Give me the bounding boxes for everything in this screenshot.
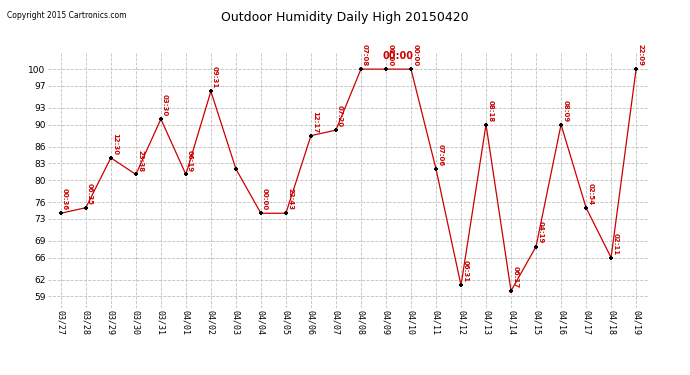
Text: 22:09: 22:09 [638,44,643,66]
Point [580,205,591,211]
Point [355,66,366,72]
Point [255,210,266,216]
Point [55,210,66,216]
Text: 23:38: 23:38 [137,150,143,172]
Point [531,243,542,249]
Text: 02:11: 02:11 [612,233,618,255]
Text: 07:08: 07:08 [362,44,368,66]
Text: 06:31: 06:31 [462,260,469,282]
Point [406,66,417,72]
Text: 08:09: 08:09 [562,99,569,122]
Text: Outdoor Humidity Daily High 20150420: Outdoor Humidity Daily High 20150420 [221,11,469,24]
Text: 00:00: 00:00 [412,44,418,66]
Text: Humidity  (%): Humidity (%) [589,24,653,33]
Point [331,127,342,133]
Point [155,116,166,122]
Text: 06:17: 06:17 [512,266,518,288]
Text: 08:18: 08:18 [487,99,493,122]
Text: Copyright 2015 Cartronics.com: Copyright 2015 Cartronics.com [7,11,126,20]
Text: 02:54: 02:54 [587,183,593,205]
Point [80,205,91,211]
Point [206,88,217,94]
Text: 03:30: 03:30 [162,94,168,116]
Point [631,66,642,72]
Point [230,166,241,172]
Text: 00:36: 00:36 [62,188,68,210]
Point [106,155,117,161]
Point [130,171,141,177]
Point [180,171,191,177]
Text: 22:43: 22:43 [287,188,293,210]
Text: 00:00: 00:00 [262,188,268,210]
Text: 07:20: 07:20 [337,105,343,128]
Point [380,66,391,72]
Text: 06:35: 06:35 [87,183,93,205]
Point [506,288,517,294]
Point [306,133,317,139]
Text: 04:19: 04:19 [538,221,543,244]
Text: 12:17: 12:17 [312,111,318,133]
Text: 00:00: 00:00 [387,44,393,66]
Text: 06:19: 06:19 [187,150,193,172]
Point [606,255,617,261]
Text: 00:00: 00:00 [383,51,414,61]
Text: 12:30: 12:30 [112,133,118,155]
Text: 07:06: 07:06 [437,144,443,166]
Point [431,166,442,172]
Point [480,122,491,128]
Text: 09:31: 09:31 [212,66,218,88]
Point [455,282,466,288]
Point [280,210,291,216]
Point [555,122,566,128]
